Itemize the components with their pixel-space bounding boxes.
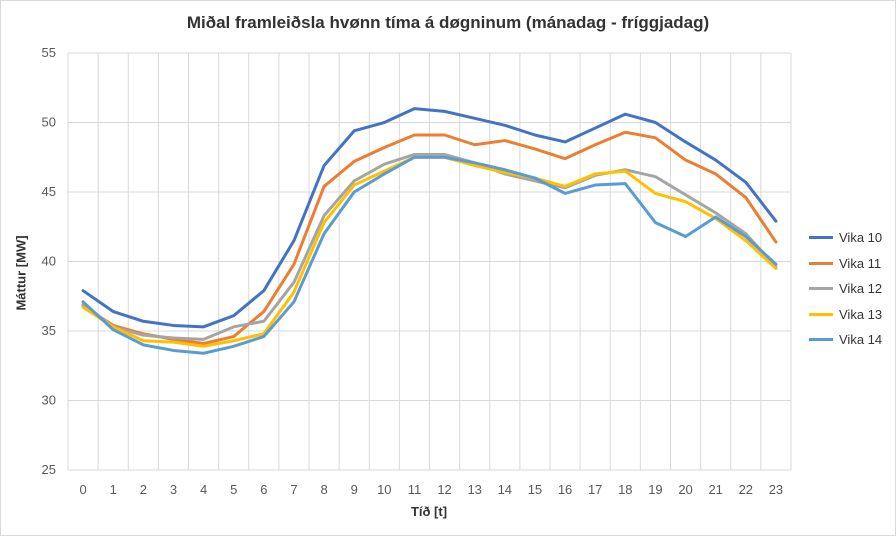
legend-label: Vika 12 [839,281,883,297]
legend-label: Vika 13 [839,306,883,322]
x-tick-label: 19 [648,482,662,497]
legend-item: Vika 11 [809,251,882,277]
y-tick-label: 50 [42,115,56,130]
x-tick-label: 18 [618,482,632,497]
x-tick-label: 5 [230,482,237,497]
x-tick-label: 13 [467,482,481,497]
series-line-vika-11 [81,130,778,346]
legend-swatch [809,338,833,342]
x-tick-label: 1 [110,482,117,497]
legend-label: Vika 11 [839,255,882,271]
chart-title: Miðal framleiðsla hvønn tíma á døgninum … [186,13,710,32]
x-tick-label: 11 [408,482,422,497]
y-tick-label: 25 [42,462,56,477]
y-tick-label: 45 [42,184,56,199]
x-tick-label: 0 [79,482,86,497]
x-tick-label: 21 [708,482,722,497]
y-tick-label: 55 [42,45,56,60]
x-tick-label: 15 [528,482,542,497]
series-line-vika-14 [81,155,778,355]
legend-swatch [809,236,833,240]
y-tick-label: 30 [42,393,56,408]
y-tick-label: 35 [42,323,56,338]
x-tick-label: 16 [558,482,572,497]
x-tick-label: 6 [260,482,267,497]
legend-swatch [809,312,833,316]
x-tick-label: 9 [351,482,358,497]
series-line-vika-10 [81,107,778,329]
legend-item: Vika 12 [809,276,882,302]
x-tick-label: 10 [377,482,391,497]
x-tick-label: 23 [769,482,783,497]
y-tick-label: 40 [42,254,56,269]
x-tick-label: 2 [140,482,147,497]
legend-item: Vika 10 [809,225,882,251]
legend: Vika 10 Vika 11 Vika 12 Vika 13 Vika 14 [809,225,882,353]
x-tick-label: 4 [200,482,207,497]
x-tick-label: 12 [437,482,451,497]
x-tick-label: 3 [170,482,177,497]
legend-swatch [809,261,833,265]
legend-item: Vika 13 [809,302,882,328]
x-tick-label: 17 [588,482,602,497]
x-tick-label: 7 [290,482,297,497]
x-axis-label: Tíð [t] [410,504,448,519]
legend-item: Vika 14 [809,327,882,353]
legend-label: Vika 14 [839,332,883,348]
x-tick-label: 14 [498,482,512,497]
x-tick-label: 8 [320,482,327,497]
series-line-vika-12 [81,152,778,341]
legend-swatch [809,287,833,291]
x-tick-label: 22 [739,482,753,497]
x-tick-label: 20 [678,482,692,497]
legend-label: Vika 10 [839,230,883,246]
